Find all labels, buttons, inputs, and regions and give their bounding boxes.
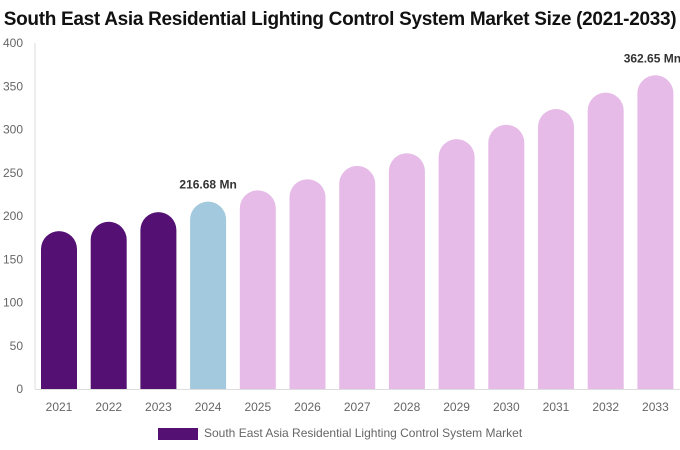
y-tick-label: 200 (3, 209, 23, 223)
x-tick-label: 2033 (642, 400, 669, 414)
legend-swatch (158, 428, 198, 440)
x-tick-label: 2027 (344, 400, 371, 414)
y-tick-label: 400 (3, 36, 23, 50)
x-tick-label: 2032 (592, 400, 619, 414)
x-tick-label: 2030 (493, 400, 520, 414)
bar-2027 (339, 165, 376, 389)
bar-2031 (538, 108, 574, 389)
legend-label: South East Asia Residential Lighting Con… (204, 426, 523, 440)
bar-2032 (587, 92, 624, 389)
x-tick-label: 2028 (394, 400, 421, 414)
bar-2021 (41, 231, 77, 389)
bar-2029 (438, 139, 475, 389)
bar-2025 (239, 190, 276, 389)
y-tick-label: 150 (3, 252, 23, 266)
bar-2026 (289, 179, 326, 389)
x-tick-label: 2021 (46, 400, 73, 414)
chart-title: South East Asia Residential Lighting Con… (3, 9, 677, 30)
data-label-2033: 362.65 Mn (624, 51, 680, 65)
y-tick-label: 350 (3, 79, 23, 93)
bar-2028 (388, 153, 425, 389)
y-tick-label: 100 (3, 296, 23, 310)
data-label-2024: 216.68 Mn (179, 178, 236, 192)
x-tick-label: 2025 (244, 400, 271, 414)
bar-2033 (637, 75, 674, 390)
x-tick-label: 2024 (195, 400, 222, 414)
x-tick-label: 2029 (443, 400, 470, 414)
y-tick-label: 300 (3, 123, 23, 137)
bar-2022 (90, 221, 127, 389)
y-tick-label: 50 (10, 339, 24, 353)
x-tick-label: 2022 (95, 400, 122, 414)
x-tick-label: 2026 (294, 400, 321, 414)
x-tick-label: 2023 (145, 400, 172, 414)
y-tick-label: 0 (16, 382, 23, 396)
bar-2023 (140, 212, 177, 389)
bar-2024 (190, 201, 227, 389)
bar-2030 (488, 124, 525, 389)
x-tick-label: 2031 (543, 400, 570, 414)
y-tick-label: 250 (3, 166, 23, 180)
